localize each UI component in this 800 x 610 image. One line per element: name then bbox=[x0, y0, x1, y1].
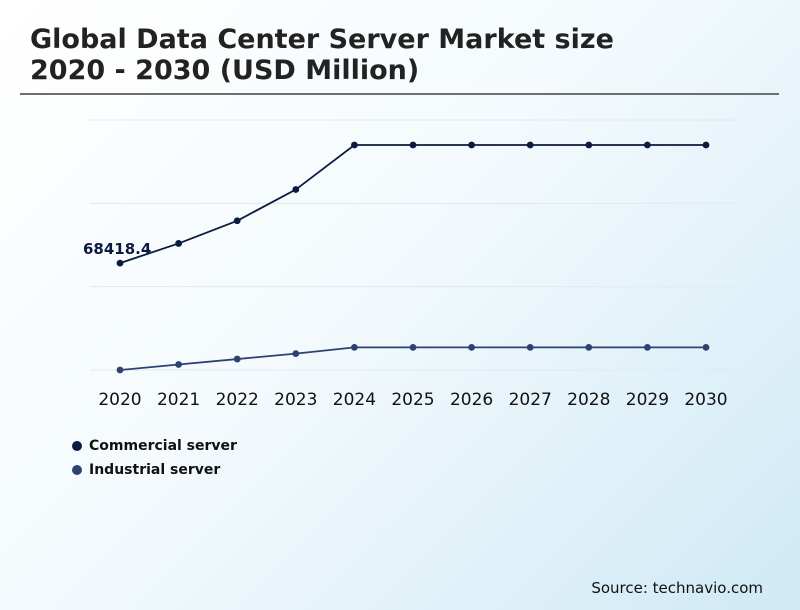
series-line-commercial bbox=[119, 144, 706, 264]
data-point-commercial bbox=[116, 259, 124, 267]
chart-title: Global Data Center Server Market size 20… bbox=[30, 24, 614, 86]
legend-label-industrial: Industrial server bbox=[89, 462, 221, 478]
data-point-industrial bbox=[351, 343, 358, 351]
data-point-commercial bbox=[292, 186, 300, 193]
legend-label-commercial: Commercial server bbox=[89, 438, 237, 454]
data-point-commercial bbox=[233, 217, 241, 225]
data-point-industrial bbox=[175, 361, 183, 368]
data-point-industrial bbox=[644, 343, 651, 351]
x-tick-label: 2028 bbox=[567, 390, 610, 410]
x-tick-label: 2025 bbox=[391, 390, 434, 410]
x-tick-label: 2030 bbox=[684, 390, 727, 410]
source-credit: Source: technavio.com bbox=[591, 579, 763, 597]
legend: Commercial server Industrial server bbox=[72, 434, 237, 482]
data-point-industrial bbox=[585, 343, 593, 351]
x-tick-label: 2024 bbox=[333, 390, 376, 410]
data-point-industrial bbox=[702, 343, 710, 351]
data-point-industrial bbox=[468, 343, 475, 351]
data-point-industrial bbox=[233, 355, 241, 363]
x-tick-label: 2020 bbox=[98, 390, 141, 410]
data-point-commercial bbox=[468, 141, 475, 149]
data-point-industrial bbox=[409, 343, 417, 351]
data-point-commercial bbox=[585, 141, 593, 149]
legend-item-industrial: Industrial server bbox=[72, 458, 237, 482]
title-line-1: Global Data Center Server Market size bbox=[30, 24, 614, 55]
legend-marker-industrial bbox=[72, 465, 82, 475]
x-tick-label: 2026 bbox=[450, 390, 493, 410]
x-tick-label: 2022 bbox=[216, 390, 259, 410]
title-line-2: 2020 - 2030 (USD Million) bbox=[30, 55, 420, 86]
legend-marker-commercial bbox=[72, 441, 82, 451]
data-point-commercial bbox=[702, 141, 710, 149]
data-point-commercial bbox=[351, 141, 358, 149]
data-point-industrial bbox=[526, 343, 534, 351]
legend-item-commercial: Commercial server bbox=[72, 434, 237, 458]
x-tick-label: 2021 bbox=[157, 390, 200, 410]
x-tick-label: 2023 bbox=[274, 390, 317, 410]
data-point-industrial bbox=[292, 350, 300, 357]
data-point-commercial bbox=[526, 141, 534, 149]
title-divider bbox=[20, 93, 779, 95]
data-point-industrial bbox=[116, 366, 124, 374]
data-point-commercial bbox=[409, 141, 417, 149]
x-tick-label: 2027 bbox=[509, 390, 552, 410]
x-tick-label: 2029 bbox=[626, 390, 669, 410]
data-point-commercial bbox=[644, 141, 651, 149]
data-point-commercial bbox=[175, 240, 183, 247]
data-label-commercial-2020: 68418.4 bbox=[83, 240, 151, 258]
